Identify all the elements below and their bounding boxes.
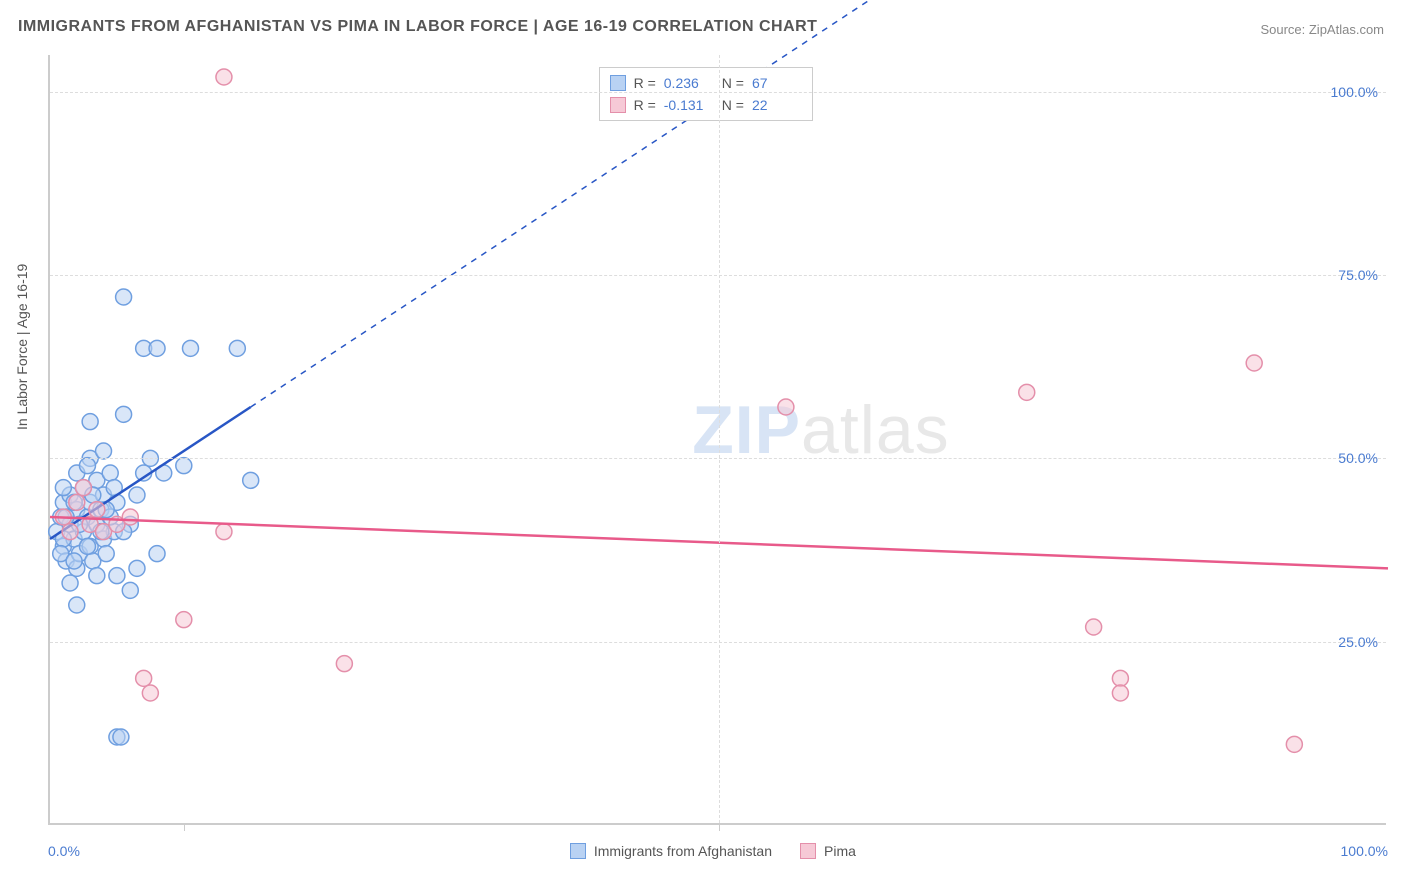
data-point-pima (1112, 685, 1128, 701)
legend-n-value: 22 (752, 97, 802, 113)
data-point-pima (1286, 736, 1302, 752)
data-point-afghanistan (113, 729, 129, 745)
legend-label: Pima (824, 843, 856, 859)
chart-container: IMMIGRANTS FROM AFGHANISTAN VS PIMA IN L… (0, 0, 1406, 892)
legend-swatch (800, 843, 816, 859)
legend-stat-row: R = -0.131 N = 22 (610, 94, 802, 116)
data-point-pima (122, 509, 138, 525)
source-label: Source: ZipAtlas.com (1260, 22, 1384, 37)
data-point-afghanistan (102, 465, 118, 481)
data-point-pima (176, 612, 192, 628)
legend-series: Immigrants from Afghanistan Pima (570, 843, 856, 859)
data-point-afghanistan (89, 568, 105, 584)
data-point-pima (89, 502, 105, 518)
y-axis-label: In Labor Force | Age 16-19 (14, 264, 30, 430)
xtick-label: 0.0% (48, 843, 80, 859)
ytick-label: 100.0% (1331, 84, 1378, 100)
data-point-afghanistan (176, 458, 192, 474)
data-point-afghanistan (243, 472, 259, 488)
xtick-mark (184, 823, 185, 831)
gridline-h (50, 642, 1386, 643)
data-point-pima (336, 656, 352, 672)
data-point-afghanistan (116, 289, 132, 305)
chart-title: IMMIGRANTS FROM AFGHANISTAN VS PIMA IN L… (18, 18, 817, 36)
data-point-pima (1019, 384, 1035, 400)
legend-item: Pima (800, 843, 856, 859)
data-point-afghanistan (98, 546, 114, 562)
gridline-h (50, 275, 1386, 276)
data-point-pima (216, 69, 232, 85)
data-point-afghanistan (79, 458, 95, 474)
data-point-pima (136, 670, 152, 686)
legend-n-label: N = (722, 97, 744, 113)
legend-swatch (570, 843, 586, 859)
data-point-afghanistan (229, 340, 245, 356)
trend-dash-afghanistan (251, 0, 987, 407)
chart-svg (50, 55, 1386, 823)
data-point-pima (1246, 355, 1262, 371)
plot-area: ZIPatlas R =0.236N =67R =-0.131N =22 25.… (48, 55, 1386, 825)
ytick-label: 50.0% (1338, 450, 1378, 466)
legend-stats: R = 0.236 N = 67 R = -0.131 N = 22 (599, 67, 813, 121)
data-point-afghanistan (182, 340, 198, 356)
ytick-label: 75.0% (1338, 267, 1378, 283)
data-point-afghanistan (149, 546, 165, 562)
data-point-afghanistan (62, 575, 78, 591)
xtick-mark (719, 823, 720, 831)
data-point-afghanistan (129, 487, 145, 503)
legend-n-value: 67 (752, 75, 802, 91)
legend-r-value: 0.236 (664, 75, 714, 91)
data-point-pima (1086, 619, 1102, 635)
data-point-pima (75, 480, 91, 496)
legend-stat-row: R = 0.236 N = 67 (610, 72, 802, 94)
data-point-afghanistan (82, 414, 98, 430)
data-point-afghanistan (69, 597, 85, 613)
data-point-afghanistan (116, 406, 132, 422)
data-point-afghanistan (149, 340, 165, 356)
data-point-afghanistan (55, 480, 71, 496)
legend-r-label: R = (634, 75, 656, 91)
data-point-afghanistan (109, 568, 125, 584)
gridline-v (719, 55, 720, 823)
legend-n-label: N = (722, 75, 744, 91)
legend-item: Immigrants from Afghanistan (570, 843, 772, 859)
legend-swatch (610, 75, 626, 91)
gridline-h (50, 458, 1386, 459)
data-point-afghanistan (79, 538, 95, 554)
data-point-pima (142, 685, 158, 701)
data-point-pima (216, 524, 232, 540)
data-point-pima (778, 399, 794, 415)
xtick-label: 100.0% (1341, 843, 1388, 859)
data-point-pima (62, 524, 78, 540)
data-point-afghanistan (66, 553, 82, 569)
ytick-label: 25.0% (1338, 634, 1378, 650)
data-point-pima (1112, 670, 1128, 686)
gridline-h (50, 92, 1386, 93)
data-point-afghanistan (96, 443, 112, 459)
legend-r-value: -0.131 (664, 97, 714, 113)
legend-label: Immigrants from Afghanistan (594, 843, 772, 859)
legend-swatch (610, 97, 626, 113)
legend-r-label: R = (634, 97, 656, 113)
data-point-afghanistan (129, 560, 145, 576)
data-point-pima (69, 494, 85, 510)
data-point-afghanistan (122, 582, 138, 598)
